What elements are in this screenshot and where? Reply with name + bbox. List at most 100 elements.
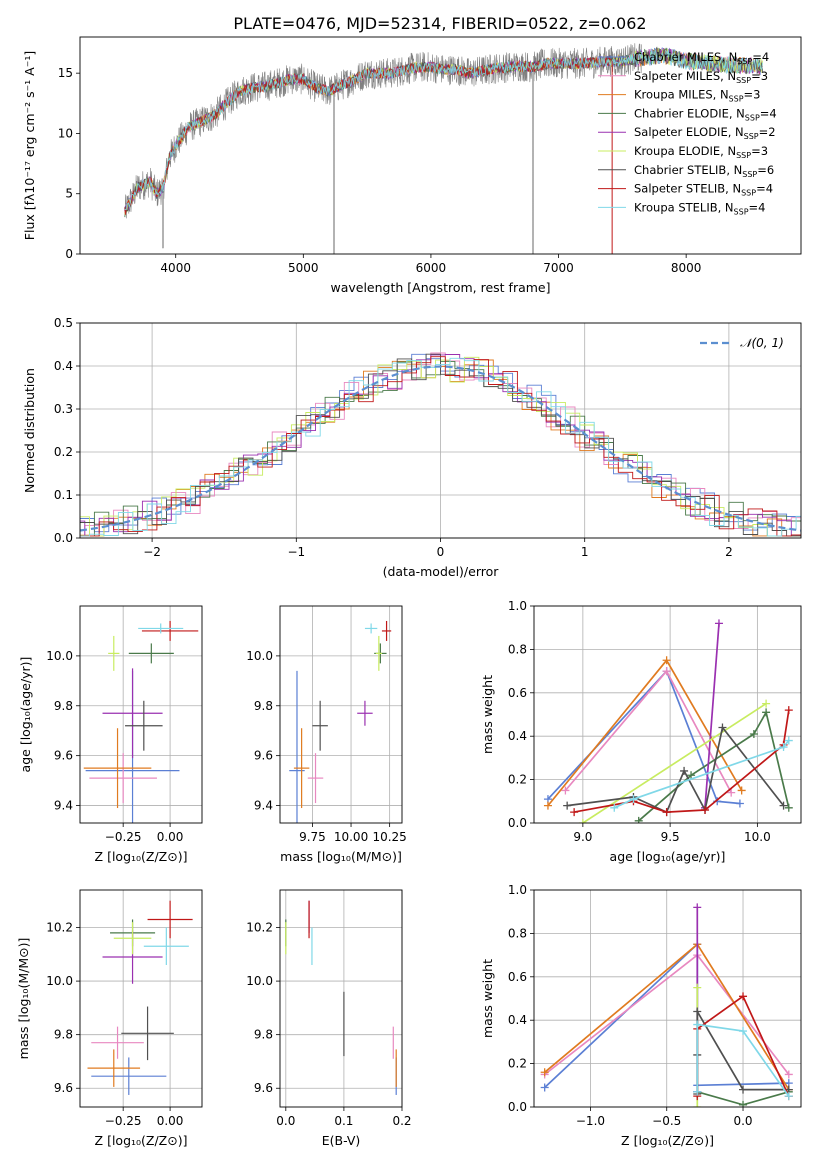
legend-tail: =3 <box>751 69 768 83</box>
legend-tail: =4 <box>752 50 769 64</box>
weight-marker <box>693 1087 702 1096</box>
weight-marker <box>762 699 771 708</box>
x-axis-label: E(B-V) <box>322 1133 361 1148</box>
x-axis-label: age [log₁₀(age/yr)] <box>610 849 726 864</box>
y-tick-label: 10.0 <box>46 974 73 988</box>
x-tick-label: 5000 <box>288 261 319 275</box>
x-axis-label: mass [log₁₀(M/M⊙)] <box>280 849 402 864</box>
weight-marker <box>693 1007 702 1016</box>
weight-marker <box>680 766 689 775</box>
x-tick-label: 0.00 <box>157 830 184 844</box>
weight-marker <box>735 799 744 808</box>
legend-entry: Kroupa STELIB, NSSP=4 <box>634 200 765 216</box>
x-tick-label: 0.0 <box>733 1114 752 1128</box>
residual-histogram-5 <box>80 354 801 537</box>
y-tick-label: 9.8 <box>54 1028 73 1042</box>
normal-distribution-curve <box>80 365 801 532</box>
x-tick-label: 0.00 <box>157 1114 184 1128</box>
x-tick-label: 9.0 <box>573 830 592 844</box>
model-spectrum-line-9 <box>124 48 763 211</box>
residual-histogram-2 <box>80 352 801 537</box>
residuals-legend: 𝒩(0, 1) <box>700 336 784 350</box>
y-axis-label: mass weight <box>480 959 495 1038</box>
x-tick-label: 1 <box>581 545 589 559</box>
legend-tail: =4 <box>756 182 773 196</box>
legend-sub: SSP <box>737 57 752 66</box>
legend-sub: SSP <box>745 113 760 122</box>
y-tick-label: 9.6 <box>254 749 273 763</box>
residual-histogram-9 <box>80 357 801 537</box>
weight-marker <box>701 805 710 814</box>
weight-line-1 <box>547 669 740 805</box>
residuals-plot-area <box>80 352 801 537</box>
x-tick-label: 0.1 <box>334 1114 353 1128</box>
weight-marker <box>687 771 696 780</box>
y-tick-label: 0.6 <box>508 686 527 700</box>
x-tick-label: −0.25 <box>105 1114 142 1128</box>
x-tick-label: 0.2 <box>392 1114 411 1128</box>
weight-marker <box>739 1085 748 1094</box>
y-tick-label: 0.2 <box>508 773 527 787</box>
y-tick-label: 0.6 <box>508 970 527 984</box>
weight-marker <box>693 1020 702 1029</box>
x-axis-label: Z [log₁₀(Z/Z⊙)] <box>621 1133 714 1148</box>
y-axis-label: mass [log₁₀(M/M⊙)] <box>16 938 31 1060</box>
axes-frame <box>279 605 403 824</box>
weight-marker <box>727 788 736 797</box>
y-tick-label: 9.4 <box>254 799 273 813</box>
y-tick-label: 0.4 <box>54 359 73 373</box>
legend-tail: =3 <box>751 144 768 158</box>
y-axis-label: Normed distribution <box>22 368 37 493</box>
y-tick-label: 9.8 <box>54 699 73 713</box>
weight-marker <box>784 1092 793 1101</box>
y-tick-label: 9.6 <box>54 749 73 763</box>
weight-marker <box>693 1103 702 1107</box>
y-tick-label: 9.4 <box>54 799 73 813</box>
residual-histogram-8 <box>80 356 801 537</box>
weight-marker <box>784 803 793 812</box>
weight-line-9 <box>613 739 790 809</box>
x-tick-label: 10.25 <box>372 830 406 844</box>
weight-marker <box>737 786 746 795</box>
weight-marker <box>629 795 638 804</box>
residual-histogram-3 <box>80 359 801 537</box>
weight_vs_age-plot-area <box>543 619 793 823</box>
x-tick-label: 10.0 <box>744 830 771 844</box>
y-tick-label: 9.8 <box>254 699 273 713</box>
legend-sub: SSP <box>744 132 759 141</box>
weight-marker <box>693 903 702 912</box>
legend-entry: 𝒩(0, 1) <box>740 336 784 350</box>
y-tick-label: 9.6 <box>254 1081 273 1095</box>
x-tick-label: 8000 <box>671 261 702 275</box>
weight-marker <box>570 808 579 817</box>
weight-line-3 <box>547 658 743 807</box>
weight-marker <box>578 819 587 823</box>
mass-vs-metallicity-panel: −0.25 0.00 9.6 9.8 10.0 10.2 Z [log₁₀(Z/Z⊙)] ma… <box>16 889 203 1148</box>
x-axis-label: wavelength [Angstrom, rest frame] <box>330 280 550 295</box>
x-tick-label: −1 <box>287 545 305 559</box>
legend-entry: Kroupa ELODIE, NSSP=3 <box>634 144 768 160</box>
weight-marker <box>762 708 771 717</box>
axes-frame <box>279 889 403 1108</box>
legend-tail: =6 <box>757 163 774 177</box>
mass_vs_Z-plot-area <box>87 900 193 1095</box>
weight-marker <box>662 667 671 676</box>
weight-marker <box>784 706 793 715</box>
weight-marker <box>749 730 758 739</box>
x-axis-label: Z [log₁₀(Z/Z⊙)] <box>95 849 188 864</box>
y-tick-label: 0.5 <box>54 316 73 330</box>
legend-sub: SSP <box>734 207 749 216</box>
y-tick-label: 10.2 <box>246 921 273 935</box>
legend-entry: Chabrier MILES, NSSP=4 <box>634 50 769 66</box>
y-tick-label: 10.0 <box>246 974 273 988</box>
legend-entry: Kroupa MILES, NSSP=3 <box>634 88 760 104</box>
weight-marker <box>779 743 788 752</box>
y-tick-label: 0.4 <box>508 729 527 743</box>
weight-marker <box>739 1027 748 1036</box>
x-tick-label: −0.5 <box>652 1114 681 1128</box>
y-tick-label: 0.0 <box>508 816 527 830</box>
mass_vs_EBV-plot-area <box>285 900 397 1095</box>
y-tick-label: 0.2 <box>508 1057 527 1071</box>
figure-title: PLATE=0476, MJD=52314, FIBERID=0522, z=0… <box>233 14 646 33</box>
